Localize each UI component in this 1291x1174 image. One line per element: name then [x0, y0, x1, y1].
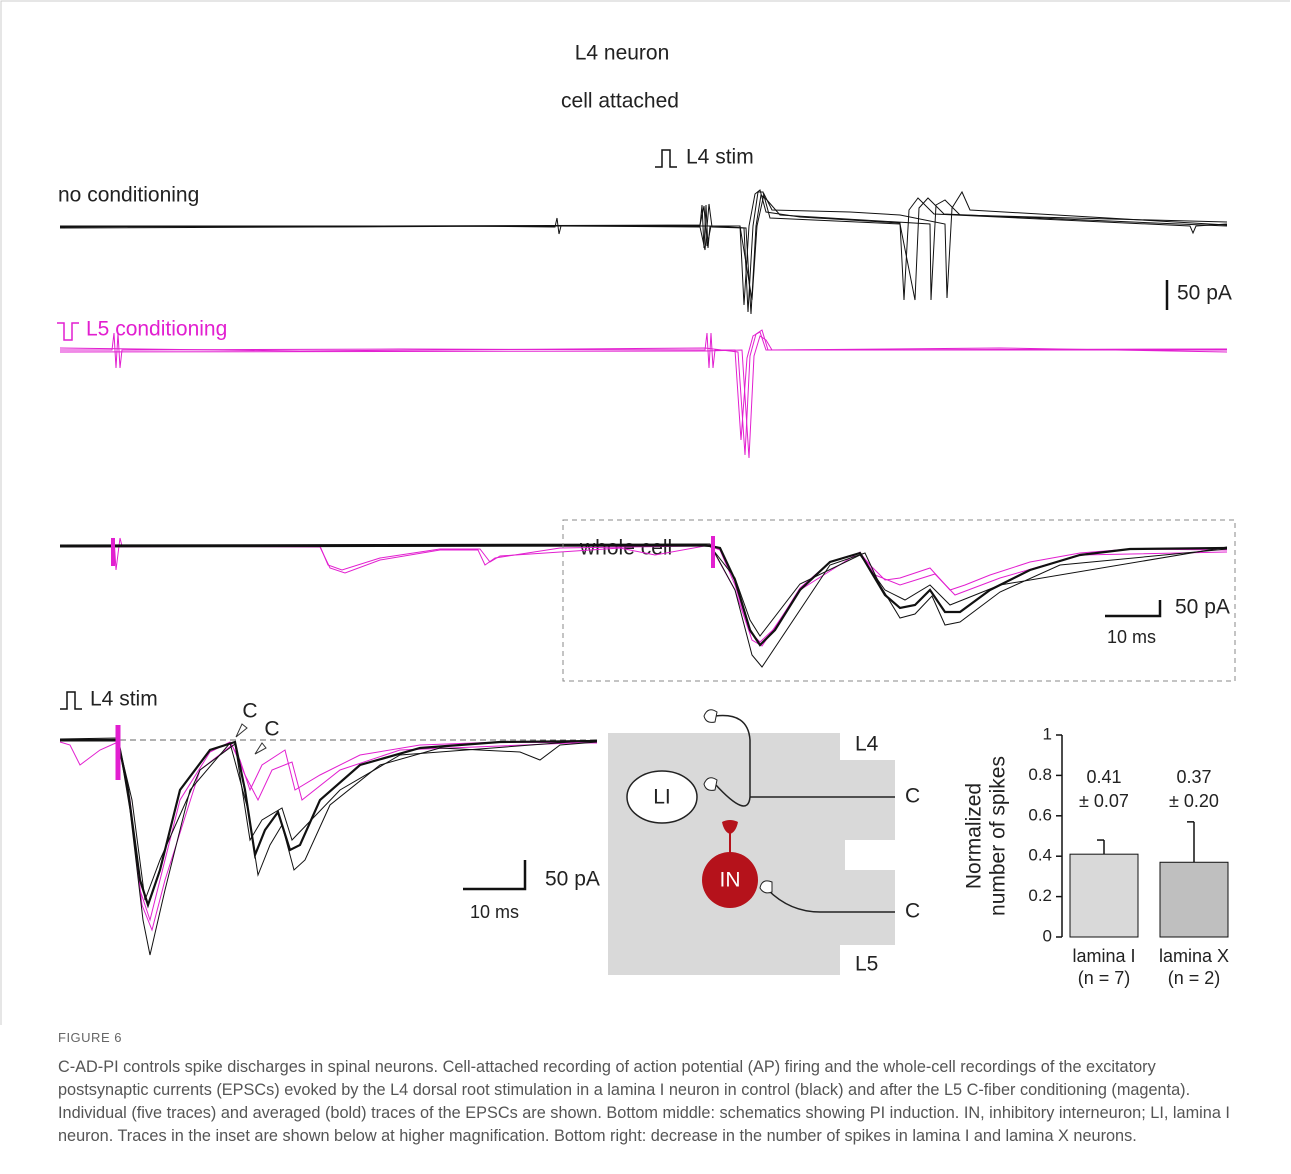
value-label: 0.37 [1176, 767, 1211, 787]
y-tick-label: 0.2 [1028, 886, 1052, 905]
stim-label: L4 stim [686, 146, 754, 169]
y-tick-label: 0 [1043, 926, 1052, 945]
caption: C-AD-PI controls spike discharges in spi… [58, 1056, 1243, 1148]
trace [60, 195, 1227, 314]
node-label: IN [720, 869, 741, 892]
bar [1160, 862, 1228, 937]
conditioning-icon [57, 323, 79, 340]
page: L4 neuron cell attached L4 stim no condi… [0, 0, 1291, 1174]
trace [60, 545, 1227, 645]
trace [60, 336, 1227, 458]
scale-label: 50 pA [1177, 282, 1232, 305]
bar [1070, 854, 1138, 937]
trace [60, 192, 1227, 312]
stim-icon [60, 692, 82, 709]
value-label: 0.41 [1086, 767, 1121, 787]
figure: L4 neuron cell attached L4 stim no condi… [0, 0, 1291, 1025]
x-tick-note: (n = 2) [1168, 968, 1221, 988]
trace [60, 330, 1227, 455]
scale-bar [1105, 600, 1160, 616]
y-tick-label: 0.4 [1028, 846, 1052, 865]
y-tick-label: 0.8 [1028, 765, 1052, 784]
trace-group [60, 330, 1227, 458]
figure-label: FIGURE 6 [58, 1030, 122, 1045]
trace [60, 740, 597, 905]
y-tick-label: 0.6 [1028, 805, 1052, 824]
trace-group [60, 190, 1227, 314]
x-tick-label: lamina X [1159, 946, 1229, 966]
trace-label: no conditioning [58, 184, 199, 207]
scale-label: 50 pA [1175, 596, 1230, 619]
y-tick-label: 1 [1043, 724, 1052, 743]
error-label: ± 0.07 [1079, 791, 1129, 811]
scale-bar [463, 860, 525, 889]
node-label: LI [653, 786, 671, 809]
marker-arrow [236, 724, 247, 737]
marker-label: C [264, 718, 279, 741]
marker-label: C [242, 700, 257, 723]
y-axis-label: Normalized [963, 783, 986, 889]
panel-title: whole cell [579, 537, 672, 560]
scale-label: 50 pA [545, 868, 600, 891]
trace [60, 190, 1227, 305]
x-tick-note: (n = 7) [1078, 968, 1131, 988]
segment-label: L4 [855, 733, 879, 756]
segment-label: L5 [855, 953, 878, 976]
fiber-label: C [905, 785, 920, 808]
x-tick-label: lamina I [1072, 946, 1135, 966]
panel-title: L4 neuron [575, 42, 670, 65]
stim-icon [655, 150, 677, 167]
trace-label: L5 conditioning [86, 318, 227, 341]
terminal [704, 710, 717, 723]
marker-arrow [255, 743, 266, 754]
stim-label: L4 stim [90, 688, 158, 711]
scale-label: 10 ms [1107, 627, 1156, 647]
spinal-cord [608, 733, 895, 975]
y-axis-label: number of spikes [987, 756, 1010, 916]
trace [60, 545, 1227, 646]
fiber-label: C [905, 900, 920, 923]
scale-label: 10 ms [470, 902, 519, 922]
trace [60, 192, 1227, 300]
terminal [760, 881, 772, 893]
panel-subtitle: cell attached [561, 90, 679, 113]
error-label: ± 0.20 [1169, 791, 1219, 811]
